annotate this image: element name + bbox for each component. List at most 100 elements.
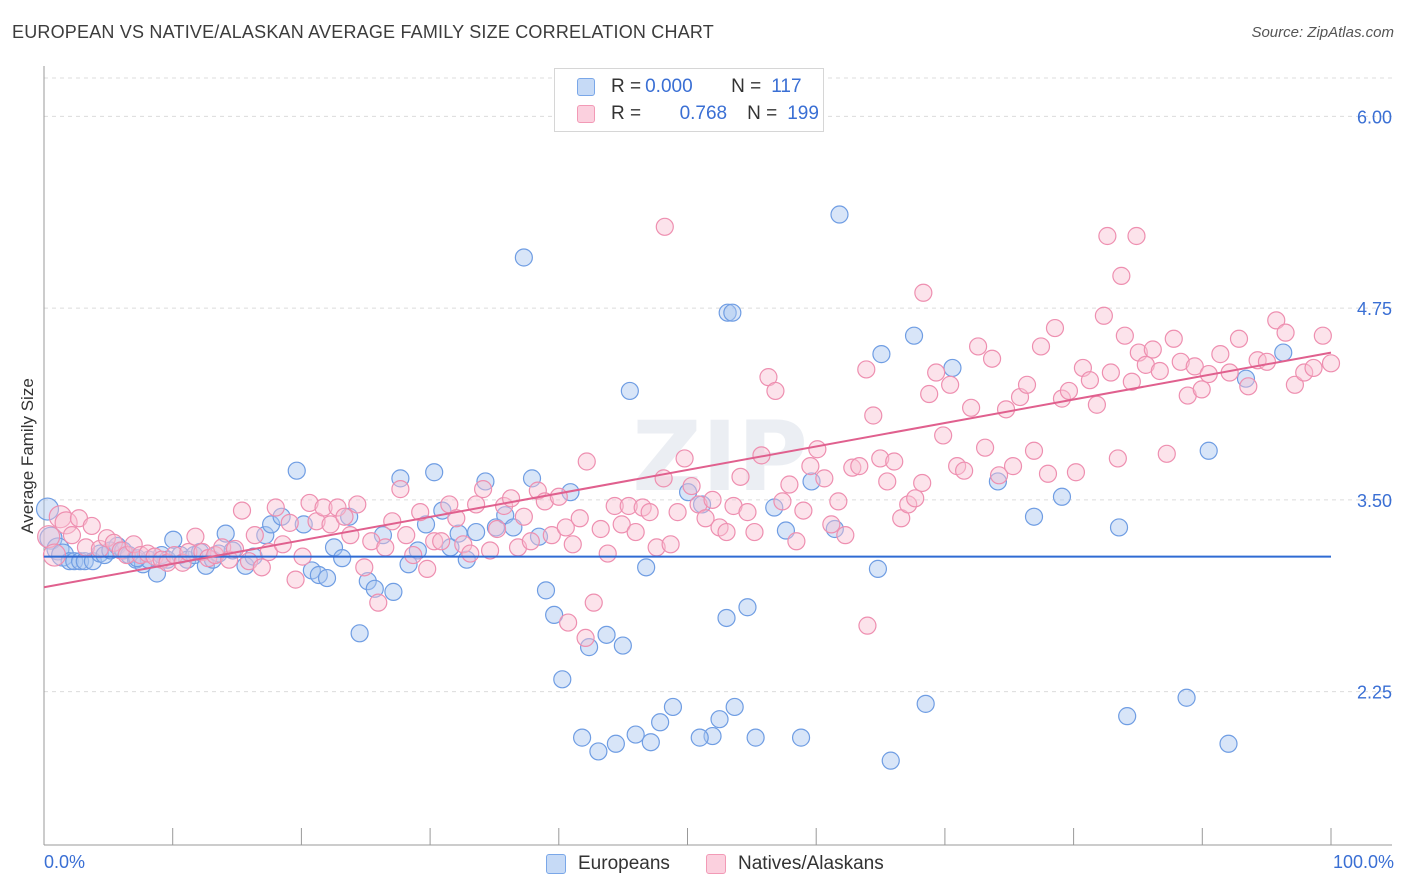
y-tick-label: 2.25 (1357, 683, 1392, 703)
native-point (962, 398, 981, 417)
native-point (640, 503, 659, 522)
european-point (365, 579, 384, 598)
native-point (612, 515, 631, 534)
legend-r-value: 0.000 (645, 76, 693, 97)
legend-r-key: R = (611, 76, 642, 97)
native-point (104, 533, 123, 552)
native-point (1059, 381, 1079, 401)
native-point (920, 384, 939, 404)
native-point (745, 522, 764, 542)
native-point (675, 449, 694, 468)
native-point (225, 539, 245, 559)
native-point (1098, 226, 1117, 246)
native-point (1171, 352, 1190, 371)
european-point (943, 358, 962, 378)
native-point (1038, 464, 1058, 483)
native-point (556, 518, 575, 537)
native-point (300, 493, 319, 513)
european-point (620, 381, 639, 401)
legend-n-value: 117 (771, 76, 802, 97)
european-point (579, 638, 599, 657)
european-point (1052, 487, 1072, 506)
european-point (1274, 343, 1293, 362)
y-tick-label: 6.00 (1357, 107, 1392, 127)
native-point (570, 509, 589, 528)
european-point (988, 472, 1007, 491)
native-point (232, 501, 252, 520)
native-point (341, 526, 360, 545)
native-point (1045, 318, 1065, 338)
native-point (1101, 363, 1120, 382)
native-point (549, 487, 568, 506)
native-point (934, 426, 953, 445)
native-point (858, 616, 877, 635)
native-point (871, 449, 890, 468)
native-trend-line (43, 351, 1332, 589)
bottom-legend-label-natives: Natives/Alaskans (738, 853, 884, 874)
european-point (350, 624, 369, 643)
native-point (1143, 340, 1162, 359)
european-point (1219, 734, 1238, 753)
european-point (651, 713, 670, 732)
european-point (545, 605, 564, 625)
european-point (1118, 707, 1137, 726)
native-point (82, 516, 101, 536)
legend-n-key: N = (731, 76, 762, 97)
european-point (718, 303, 737, 322)
native-point (1112, 266, 1131, 285)
native-point (619, 496, 638, 516)
x-axis-min-label: 0.0% (44, 852, 86, 872)
bottom-legend-swatch-natives (706, 854, 726, 874)
european-point (613, 636, 632, 655)
native-point (577, 452, 596, 471)
european-point (1024, 507, 1044, 526)
european-point (589, 742, 608, 761)
european-point (738, 598, 757, 617)
european-point (606, 734, 625, 753)
native-point (487, 519, 507, 539)
native-point (404, 545, 423, 565)
european-point (536, 581, 556, 600)
native-point (885, 452, 904, 471)
native-point (501, 489, 521, 508)
native-point (731, 467, 750, 486)
bottom-legend-label-europeans: Europeans (578, 853, 670, 874)
native-point (906, 489, 925, 508)
european-point (514, 248, 533, 267)
bottom-legend-europeans: Europeans (546, 850, 670, 878)
native-point (703, 490, 722, 509)
european-point (287, 461, 306, 480)
european-point (35, 497, 60, 521)
native-point (1157, 444, 1176, 463)
native-point (576, 628, 595, 648)
native-point (1080, 371, 1100, 390)
native-point (1304, 358, 1323, 378)
european-point (391, 469, 410, 488)
native-point (598, 544, 617, 563)
native-point (836, 526, 855, 545)
native-point (829, 492, 848, 511)
native-point (584, 593, 603, 612)
native-point (355, 558, 374, 577)
correlation-legend: R = 0.000 N = 117 R = 0.768 N = 199 (554, 68, 824, 132)
native-point (521, 532, 540, 551)
legend-n-value: 199 (787, 103, 819, 124)
european-point (1109, 518, 1129, 537)
native-point (563, 535, 582, 554)
native-point (668, 503, 687, 522)
european-point (830, 205, 849, 224)
y-axis-label: Average Family Size (18, 378, 37, 534)
native-point (1122, 372, 1141, 391)
native-point (1164, 329, 1183, 348)
european-point (723, 303, 742, 322)
native-point (376, 538, 395, 557)
european-point (128, 549, 147, 568)
bottom-legend-swatch-europeans (546, 854, 566, 874)
native-point (605, 496, 624, 516)
native-point (480, 541, 500, 560)
native-point (559, 613, 578, 632)
native-point (280, 513, 299, 532)
native-point (850, 457, 869, 476)
native-point (913, 473, 932, 493)
european-point (358, 572, 377, 591)
